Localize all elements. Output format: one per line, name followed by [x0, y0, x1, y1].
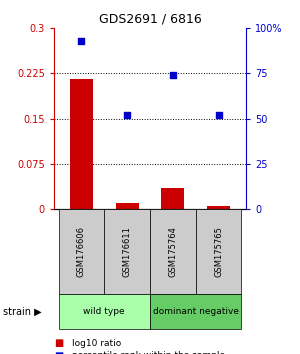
- Text: dominant negative: dominant negative: [153, 307, 239, 316]
- Text: wild type: wild type: [83, 307, 125, 316]
- Bar: [116, 203, 139, 209]
- Text: ■: ■: [54, 351, 63, 354]
- Bar: [70, 79, 93, 209]
- Text: GSM176611: GSM176611: [123, 226, 132, 277]
- Point: [216, 112, 221, 118]
- Bar: [161, 188, 184, 209]
- Bar: [207, 206, 230, 209]
- Point: [125, 112, 130, 118]
- Title: GDS2691 / 6816: GDS2691 / 6816: [99, 13, 201, 26]
- Text: log10 ratio: log10 ratio: [72, 339, 121, 348]
- Text: GSM175765: GSM175765: [214, 226, 223, 277]
- Text: strain ▶: strain ▶: [3, 307, 42, 316]
- Point: [170, 73, 175, 78]
- Text: ■: ■: [54, 338, 63, 348]
- Text: GSM175764: GSM175764: [168, 226, 177, 277]
- Point: [79, 38, 84, 44]
- Text: GSM176606: GSM176606: [77, 226, 86, 277]
- Text: percentile rank within the sample: percentile rank within the sample: [72, 351, 225, 354]
